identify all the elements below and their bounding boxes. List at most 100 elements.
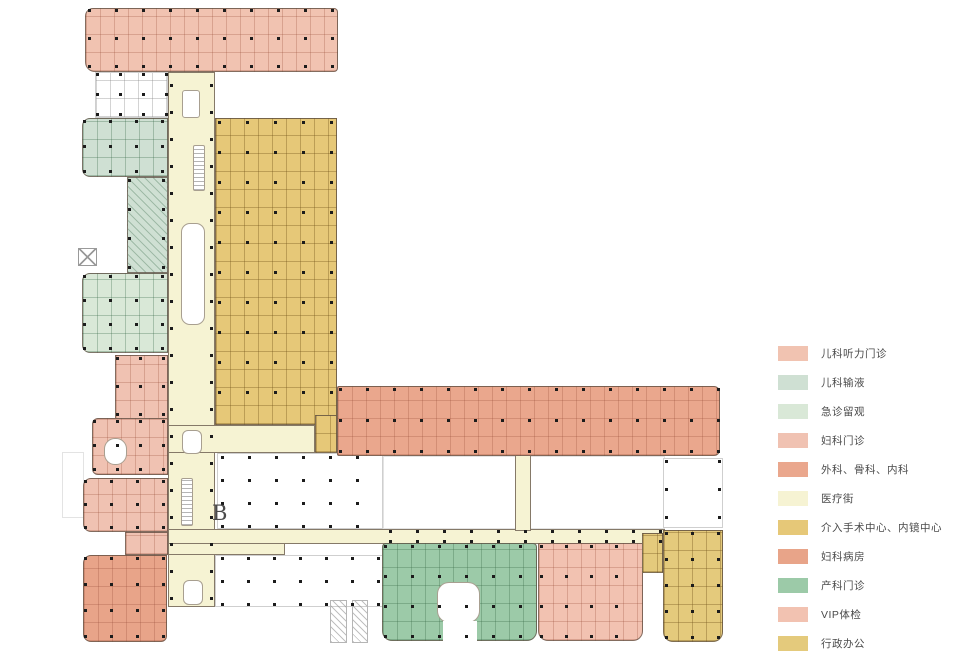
structural-column-dot xyxy=(221,557,224,560)
structural-column-dot xyxy=(443,530,446,533)
structural-column-dot xyxy=(139,420,142,423)
structural-column-dot xyxy=(540,545,543,548)
structural-column-dot xyxy=(497,530,500,533)
zone-pediatric-hearing-wing xyxy=(85,8,338,72)
structural-column-dot xyxy=(170,219,173,222)
structural-column-dot xyxy=(96,73,99,76)
structural-column-dot xyxy=(136,480,139,483)
zone-vip-checkup-block xyxy=(538,543,643,641)
structural-column-dot xyxy=(142,73,145,76)
structural-column-dot xyxy=(590,605,593,608)
legend-label: 产科门诊 xyxy=(821,580,865,592)
structural-column-dot xyxy=(356,456,359,459)
structural-column-dot xyxy=(116,444,119,447)
structural-column-dot xyxy=(366,450,369,453)
structural-column-dot xyxy=(356,479,359,482)
structural-column-dot xyxy=(162,503,165,506)
structural-column-dot xyxy=(169,65,172,68)
structural-column-dot xyxy=(210,192,213,195)
structural-column-dot xyxy=(110,635,113,638)
structural-column-dot xyxy=(83,347,86,350)
structural-column-dot xyxy=(438,605,441,608)
structural-column-dot xyxy=(247,603,250,606)
structural-column-dot xyxy=(555,450,558,453)
structural-column-dot xyxy=(93,420,96,423)
structural-column-dot xyxy=(302,525,305,528)
structural-column-dot xyxy=(116,385,119,388)
structural-column-dot xyxy=(248,525,251,528)
plan-marker-b: B xyxy=(212,501,228,525)
structural-column-dot xyxy=(88,37,91,40)
structural-column-dot xyxy=(84,480,87,483)
structural-column-dot xyxy=(273,603,276,606)
structural-column-dot xyxy=(165,73,168,76)
structural-column-dot xyxy=(88,65,91,68)
structural-column-dot xyxy=(135,170,138,173)
structural-column-dot xyxy=(691,584,694,587)
structural-column-dot xyxy=(590,635,593,638)
legend-swatch-gynecology_ward xyxy=(778,549,808,564)
structural-column-dot xyxy=(162,583,165,586)
structural-column-dot xyxy=(524,530,527,533)
legend-label: 儿科输液 xyxy=(821,377,865,389)
structural-column-dot xyxy=(170,516,173,519)
zone-gynecology-clinic-south xyxy=(83,478,168,532)
structural-column-dot xyxy=(329,479,332,482)
structural-column-dot xyxy=(162,237,165,240)
structural-column-dot xyxy=(161,347,164,350)
structural-column-dot xyxy=(330,301,333,304)
structural-column-dot xyxy=(384,575,387,578)
structural-column-dot xyxy=(246,181,249,184)
stair-south-2 xyxy=(352,600,368,643)
structural-column-dot xyxy=(274,211,277,214)
structural-column-dot xyxy=(416,530,419,533)
legend-swatch-vip_checkup xyxy=(778,607,808,622)
structural-column-dot xyxy=(110,557,113,560)
structural-column-dot xyxy=(302,301,305,304)
structural-column-dot xyxy=(474,388,477,391)
structural-column-dot xyxy=(109,145,112,148)
structural-column-dot xyxy=(351,580,354,583)
structural-column-dot xyxy=(196,9,199,12)
structural-column-dot xyxy=(331,9,334,12)
zone-intervention-endoscopy-ext xyxy=(315,415,337,453)
structural-column-dot xyxy=(210,462,213,465)
structural-column-dot xyxy=(691,636,694,639)
structural-column-dot xyxy=(170,84,173,87)
legend-label: 急诊留观 xyxy=(821,406,865,418)
structural-column-dot xyxy=(246,361,249,364)
legend-item-intervention_endoscopy: 介入手术中心、内镜中心 xyxy=(778,520,942,535)
structural-column-dot xyxy=(366,388,369,391)
structural-column-dot xyxy=(247,580,250,583)
structural-column-dot xyxy=(411,575,414,578)
structural-column-dot xyxy=(116,357,119,360)
structural-column-dot xyxy=(377,580,380,583)
structural-column-dot xyxy=(83,145,86,148)
structural-column-dot xyxy=(304,9,307,12)
structural-column-dot xyxy=(665,636,668,639)
structural-column-dot xyxy=(210,138,213,141)
legend-label: 妇科病房 xyxy=(821,551,865,563)
structural-column-dot xyxy=(109,323,112,326)
structural-column-dot xyxy=(393,388,396,391)
structural-column-dot xyxy=(718,488,721,491)
structural-column-dot xyxy=(302,502,305,505)
structural-column-dot xyxy=(565,605,568,608)
structural-column-dot xyxy=(717,450,720,453)
structural-column-dot xyxy=(210,327,213,330)
structural-column-dot xyxy=(465,605,468,608)
structural-column-dot xyxy=(210,570,213,573)
structural-column-dot xyxy=(248,479,251,482)
structural-column-dot xyxy=(161,275,164,278)
structural-column-dot xyxy=(330,271,333,274)
structural-column-dot xyxy=(302,121,305,124)
structural-column-dot xyxy=(384,605,387,608)
structural-column-dot xyxy=(528,450,531,453)
structural-column-dot xyxy=(170,111,173,114)
structural-column-dot xyxy=(691,532,694,535)
zone-pediatric-infusion-block xyxy=(82,118,168,177)
legend-label: VIP体检 xyxy=(821,609,862,621)
structural-column-dot xyxy=(465,635,468,638)
structural-column-dot xyxy=(110,609,113,612)
structural-column-dot xyxy=(135,347,138,350)
